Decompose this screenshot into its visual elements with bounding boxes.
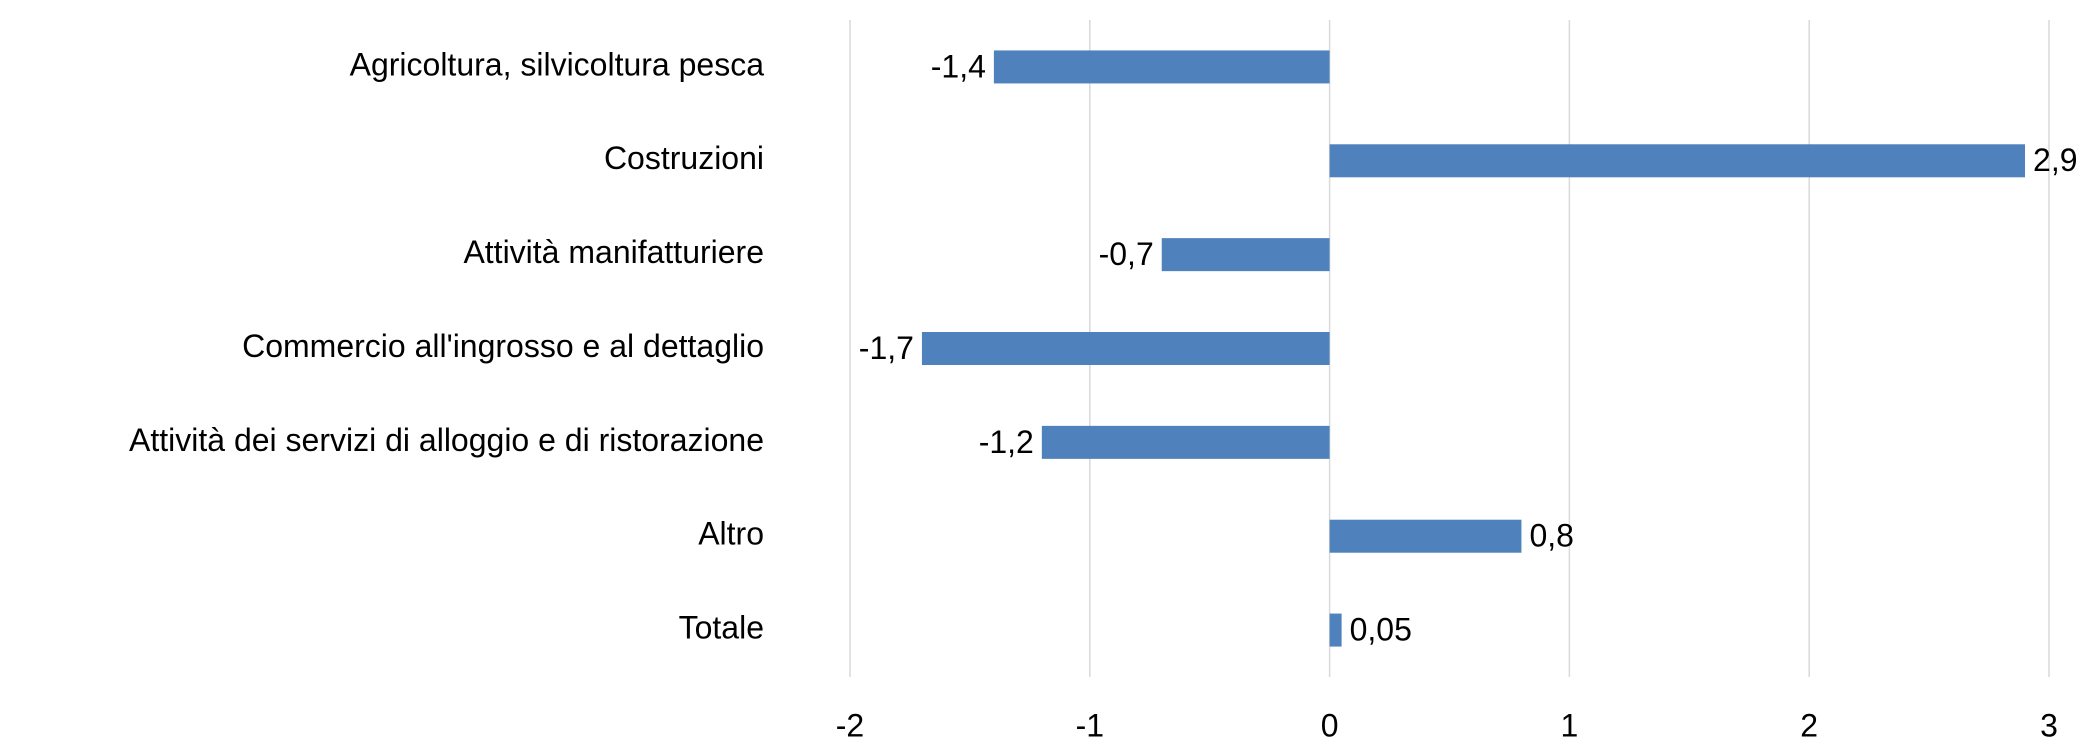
value-label: -1,2 [979, 424, 1034, 460]
y-tick-label: Costruzioni [604, 140, 764, 176]
y-tick-label: Totale [679, 610, 764, 646]
y-tick-label: Attività manifatturiere [463, 234, 764, 270]
bar [1329, 144, 2026, 178]
value-label: 2,9 [2033, 142, 2077, 178]
bar [1329, 519, 1522, 553]
y-tick-label: Altro [698, 516, 764, 552]
bar [1329, 613, 1342, 647]
value-label: -0,7 [1099, 236, 1154, 272]
value-label: -1,4 [931, 48, 986, 84]
value-label: -1,7 [859, 330, 914, 366]
x-tick-label: 1 [1561, 707, 1579, 741]
x-tick-label: -1 [1076, 707, 1104, 741]
y-tick-label: Attività dei servizi di alloggio e di ri… [129, 422, 764, 458]
value-label: 0,8 [1529, 518, 1573, 554]
bar [921, 332, 1330, 365]
y-tick-label: Agricoltura, silvicoltura pesca [350, 46, 765, 82]
bar [993, 50, 1330, 84]
x-tick-label: -2 [836, 707, 864, 741]
x-tick-label: 0 [1321, 707, 1339, 741]
value-label: 0,05 [1350, 612, 1412, 648]
x-tick-label: 2 [1800, 707, 1818, 741]
bar [1041, 425, 1330, 459]
x-tick-label: 3 [2040, 707, 2058, 741]
bar [1161, 238, 1330, 272]
y-tick-label: Commercio all'ingrosso e al dettaglio [242, 328, 764, 364]
